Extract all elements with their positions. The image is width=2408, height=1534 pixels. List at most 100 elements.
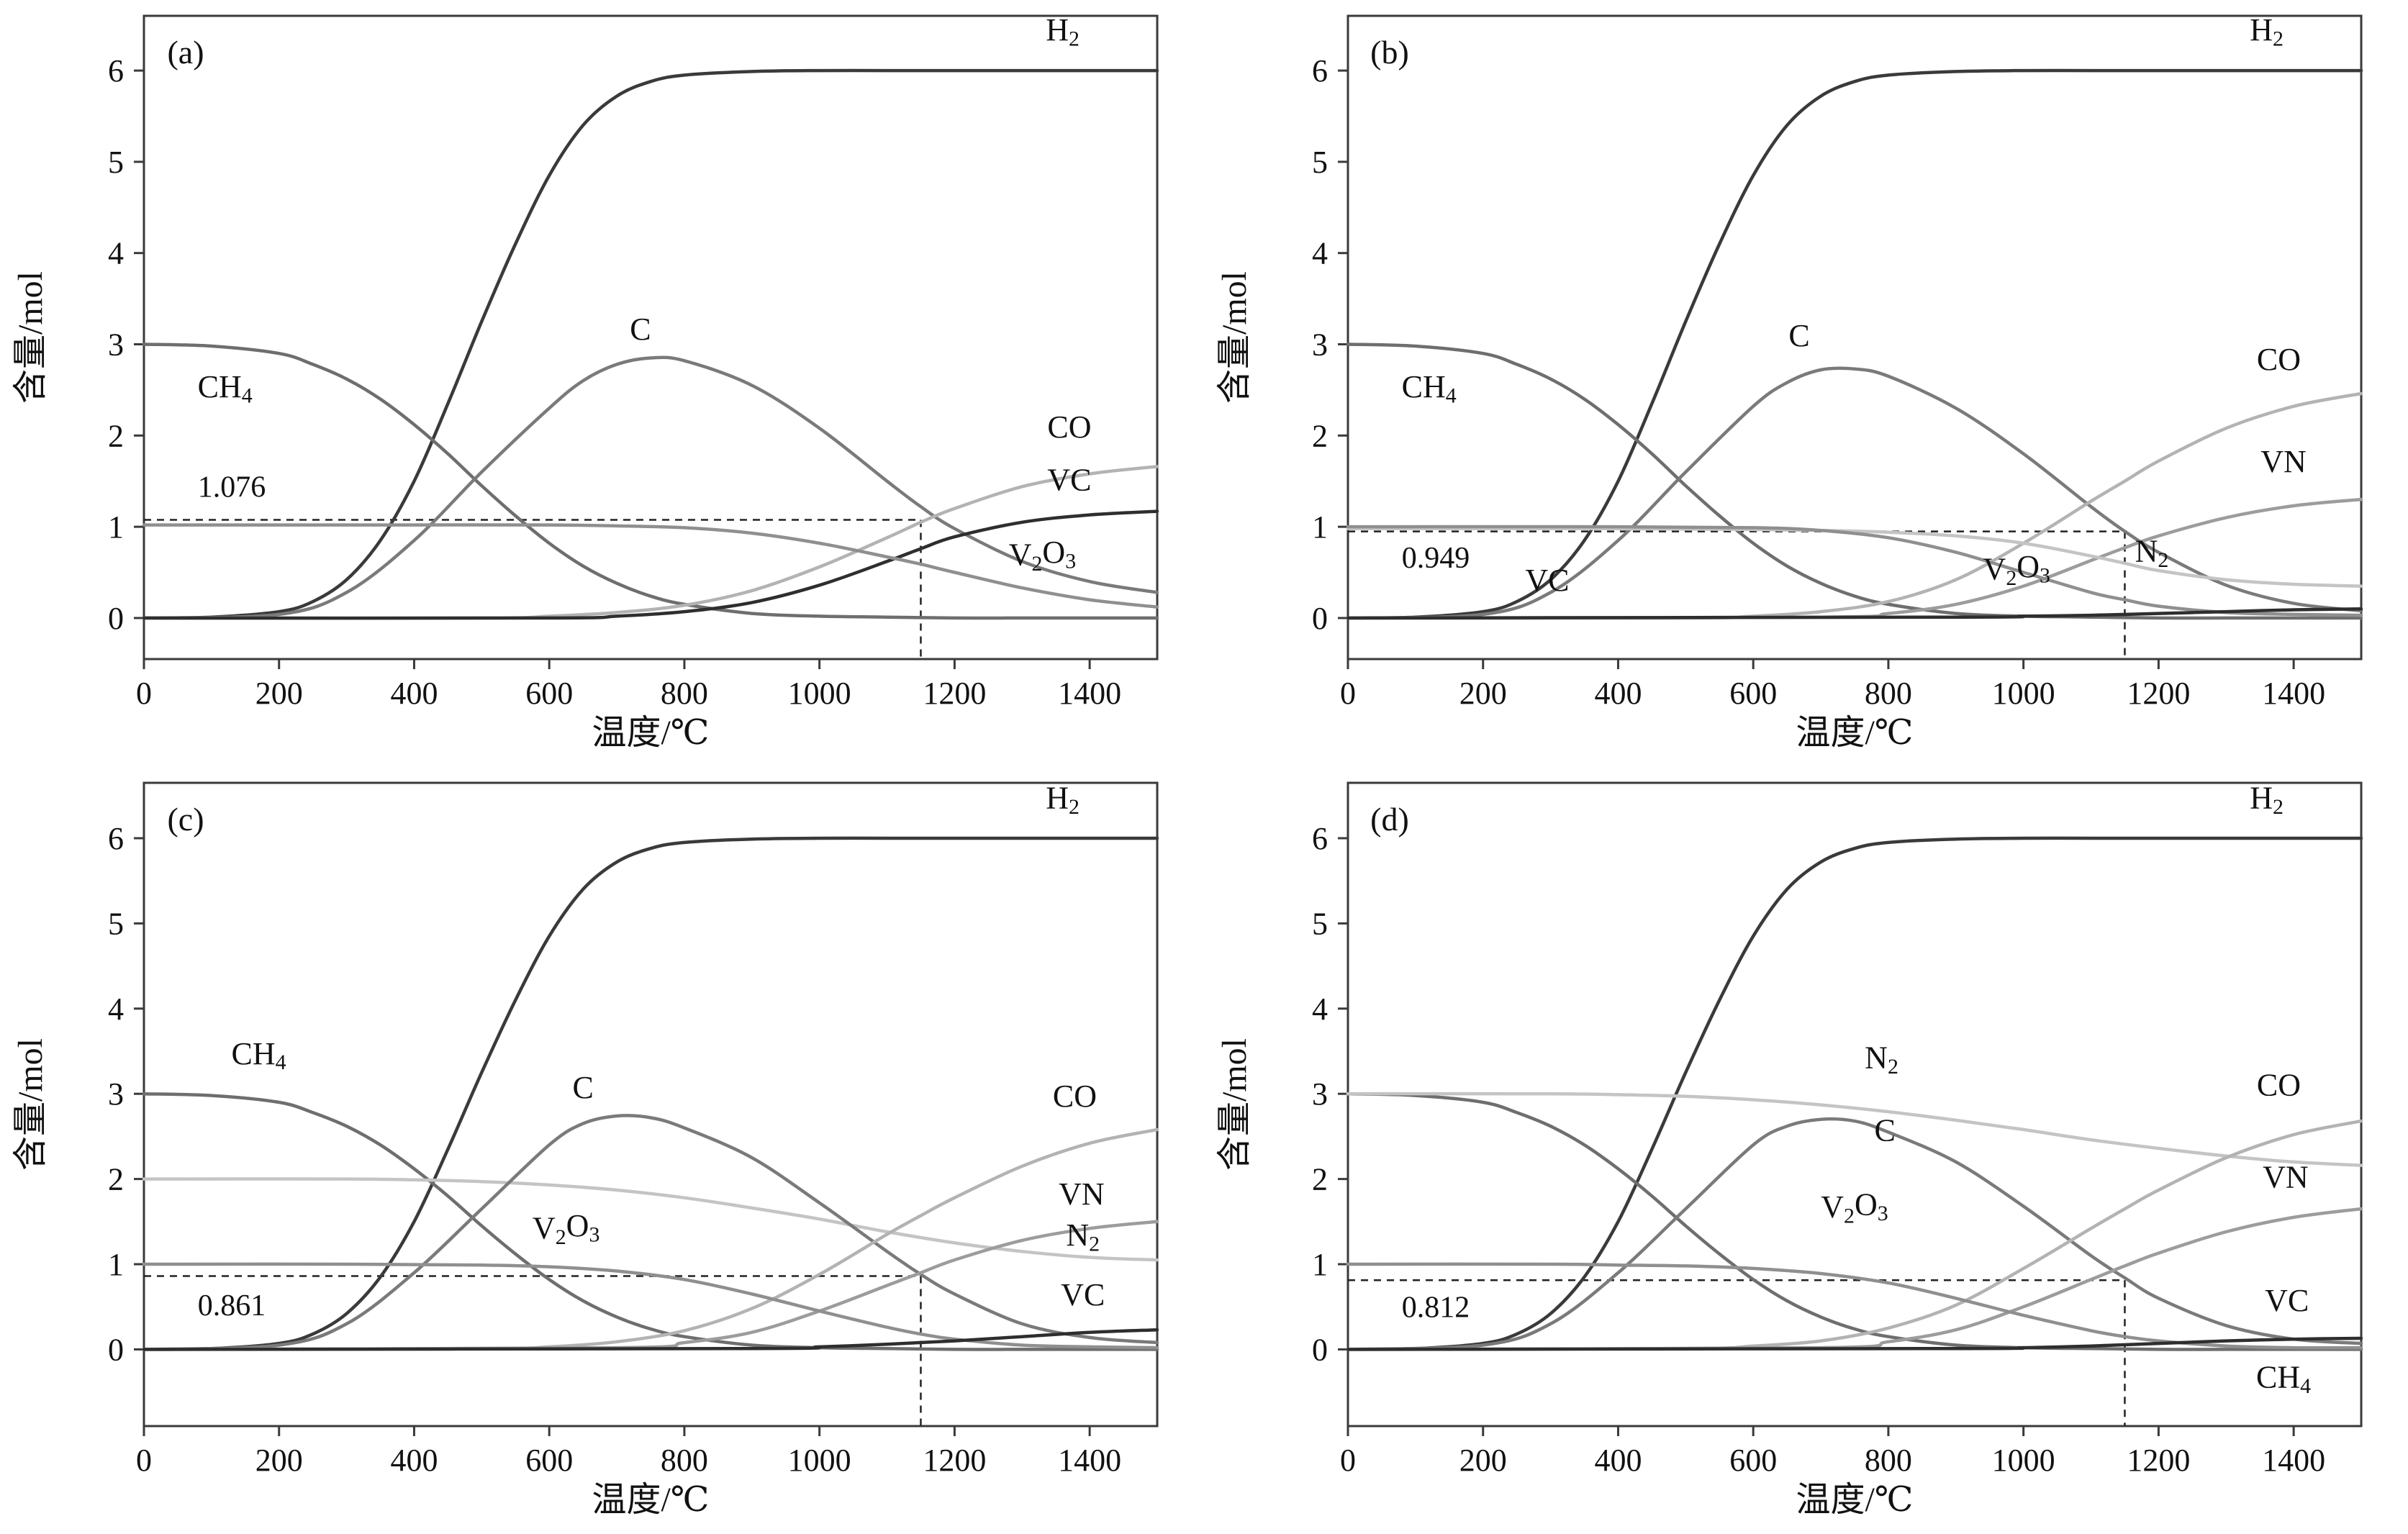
series-label-H2: H2 [1046,781,1079,819]
x-tick-label: 200 [255,1443,303,1478]
series-label-C: C [1875,1112,1896,1148]
x-tick-label: 1400 [2262,676,2325,711]
y-tick-label: 2 [108,418,124,453]
series-label-CO: CO [2257,1068,2301,1103]
y-tick-label: 2 [108,1162,124,1197]
x-tick-label: 1400 [2262,1443,2325,1478]
y-tick-label: 6 [1312,53,1328,88]
series-label-VN: VN [2260,444,2307,479]
series-line-C [142,355,1159,620]
y-tick-label: 3 [108,1076,124,1112]
y-tick-label: 2 [1312,1162,1328,1197]
series-label-VC: VC [1525,563,1569,598]
series-line-V2O3 [142,523,1159,609]
annotation-value: 1.076 [198,471,266,504]
series-label-C: C [572,1070,593,1105]
y-tick-label: 5 [1312,906,1328,941]
series-label-VC: VC [2265,1283,2309,1318]
x-tick-label: 1200 [923,676,986,711]
y-tick-label: 3 [1312,327,1328,363]
series-label-V2O3: V2O3 [1009,535,1076,576]
series-line-N2 [1346,1092,2363,1167]
annotation-value: 0.861 [198,1289,266,1322]
series-label-CO: CO [1047,409,1091,445]
axis-frame [142,14,1159,661]
x-tick-label: 1400 [1058,676,1121,711]
series-label-VC: VC [1061,1277,1105,1312]
panel-label: (d) [1370,801,1409,838]
panel-label: (c) [167,801,204,838]
x-tick-label: 1400 [1058,1443,1121,1478]
series-label-CH4: CH4 [198,369,253,407]
series-line-V2O3 [142,1262,1159,1350]
x-tick-label: 800 [661,1443,708,1478]
axis-frame [1346,14,2363,661]
y-axis-title: 含量/mol [12,1038,50,1171]
series-line-CH4 [1346,342,2363,620]
series-line-N2 [1346,527,2363,588]
x-tick-label: 1200 [2127,676,2190,711]
series-label-CO: CO [2257,342,2301,377]
panel-a: 0 200 400 600 800 1000 1200 1400 0 1 2 3 4 5 6 温度/℃ 含量/m… [0,0,1204,767]
series-label-VN: VN [2263,1159,2309,1194]
y-tick-label: 1 [1312,1247,1328,1282]
series-label-VC: VC [1047,462,1091,497]
y-tick-label: 4 [108,236,124,271]
series-line-V2O3 [1346,1262,2363,1350]
annotation-value: 0.949 [1402,542,1470,575]
y-tick-label: 1 [108,1247,124,1282]
panel-label: (a) [167,34,204,71]
series-label-V2O3: V2O3 [533,1208,599,1249]
series-label-CH4: CH4 [1402,369,1457,407]
series-line-VN [1346,497,2363,620]
x-tick-label: 800 [1865,1443,1912,1478]
y-tick-label: 6 [108,53,124,88]
series-label-H2: H2 [1046,12,1079,50]
series-line-VC [142,1328,1159,1351]
y-tick-label: 3 [1312,1076,1328,1112]
series-line-VC [1346,1336,2363,1351]
y-tick-label: 6 [108,821,124,856]
series-label-CO: CO [1053,1079,1097,1114]
annotation-value: 0.812 [1402,1291,1470,1324]
x-tick-label: 1000 [1992,676,2055,711]
series-line-CH4 [142,342,1159,620]
x-tick-label: 600 [1729,1443,1777,1478]
x-tick-label: 400 [390,676,438,711]
x-tick-label: 0 [1340,676,1356,711]
x-tick-label: 1200 [2127,1443,2190,1478]
series-label-V2O3: V2O3 [1821,1186,1888,1227]
x-axis-title: 温度/℃ [592,1481,709,1519]
y-tick-label: 0 [1312,1332,1328,1367]
series-line-CO [1346,391,2363,620]
panel-b: 0 200 400 600 800 1000 1200 1400 0 1 2 3 4 5 6 温度/℃ 含量/m… [1204,0,2408,767]
series-line-VC [1346,607,2363,620]
series-label-VN: VN [1059,1176,1105,1212]
x-tick-label: 200 [255,676,303,711]
chart-d: 0 200 400 600 800 1000 1200 1400 0 1 2 3 4 5 6 温度/℃ 含量/m… [1216,781,2363,1519]
x-tick-label: 600 [1729,676,1777,711]
x-tick-label: 200 [1459,676,1507,711]
axis-frame [142,781,1159,1428]
series-label-H2: H2 [2250,781,2283,819]
x-tick-label: 1000 [1992,1443,2055,1478]
series-label-N2: N2 [2135,533,2169,571]
x-axis-title: 温度/℃ [592,714,709,752]
series-label-N2: N2 [1865,1040,1898,1079]
x-tick-label: 600 [525,676,573,711]
chart-c: 0 200 400 600 800 1000 1200 1400 0 1 2 3 4 5 6 温度/℃ 含量/m… [12,781,1159,1519]
x-tick-label: 0 [1340,1443,1356,1478]
y-tick-label: 4 [1312,236,1328,271]
series-line-CH4 [1346,1092,2363,1351]
series-label-H2: H2 [2250,12,2283,50]
axis-frame [1346,781,2363,1428]
series-line-C [142,1114,1159,1351]
series-label-CH4: CH4 [2256,1360,2311,1398]
panel-label: (b) [1370,34,1409,71]
series-line-C [1346,1117,2363,1351]
y-tick-label: 5 [108,906,124,941]
y-tick-label: 4 [1312,991,1328,1027]
series-line-H2 [1346,836,2363,1351]
series-label-C: C [630,312,651,347]
chart-a: 0 200 400 600 800 1000 1200 1400 0 1 2 3 4 5 6 温度/℃ 含量/m… [12,12,1159,752]
